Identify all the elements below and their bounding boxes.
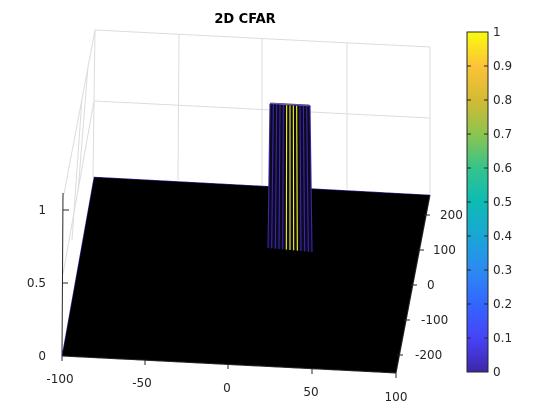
- colorbar-tick-label: 0.3: [493, 263, 512, 277]
- colorbar-tick-label: 0: [493, 365, 501, 379]
- surface-floor: [61, 176, 431, 374]
- peak-column-edge: [296, 105, 298, 251]
- z-tick-label: 1: [38, 203, 46, 217]
- peak-column-edge: [302, 105, 306, 252]
- x-tick-label: 0: [223, 381, 231, 395]
- colorbar-ticks: 0 0.1 0.2 0.3 0.4 0.5 0.6 0.7 0.8 0.9 1: [467, 25, 512, 379]
- y-tick-label: 100: [433, 243, 456, 257]
- colorbar-tick-label: 0.5: [493, 195, 512, 209]
- y-tick-label: -200: [415, 348, 442, 362]
- peak-column-edge: [274, 104, 278, 249]
- side-wall-gridline-y: [77, 65, 89, 193]
- z-tick-label: 0: [38, 349, 46, 363]
- y-axis: -200 -100 0 100 200: [395, 194, 463, 374]
- peak-column-edge: [278, 104, 281, 250]
- y-tick-label: 0: [427, 278, 435, 292]
- colorbar-tick-label: 0.6: [493, 161, 512, 175]
- z-tick-label: 0.5: [27, 276, 46, 290]
- y-axis-line: [395, 194, 431, 374]
- chart-title: 2D CFAR: [214, 12, 275, 27]
- peak-column-edge: [299, 105, 302, 252]
- colorbar-tick-label: 0.7: [493, 127, 512, 141]
- colorbar-tick-label: 0.2: [493, 297, 512, 311]
- peak-column-edge: [282, 104, 284, 250]
- colorbar-tick-label: 0.9: [493, 59, 512, 73]
- colorbar-tick-label: 0.4: [493, 229, 512, 243]
- peak-top-face: [269, 102, 312, 107]
- z-axis-line: [61, 192, 64, 357]
- colorbar-tick-label: 0.8: [493, 93, 512, 107]
- colorbar: 0 0.1 0.2 0.3 0.4 0.5 0.6 0.7 0.8 0.9 1: [466, 25, 512, 379]
- colorbar-tick-label: 0.1: [493, 331, 512, 345]
- peak-column-edge: [306, 105, 309, 252]
- x-tick-label: -50: [132, 376, 152, 390]
- peak-column-edge: [271, 104, 274, 249]
- axes-box: [62, 29, 431, 275]
- side-wall-top-edge: [63, 29, 96, 195]
- x-tick-label: 50: [303, 385, 318, 399]
- peak-column-edge: [309, 105, 313, 253]
- x-tick-label: -100: [46, 372, 73, 386]
- side-wall-gridline-y: [71, 97, 83, 241]
- x-tick-label: 100: [385, 390, 408, 404]
- x-axis-line: [61, 355, 397, 374]
- back-wall-gridline-x: [177, 33, 180, 181]
- y-tick-label: 200: [440, 208, 463, 222]
- detection-peak: [267, 102, 313, 253]
- x-axis: -100 -50 0 50 100: [46, 355, 408, 404]
- z-axis: 0 0.5 1: [27, 192, 69, 363]
- y-tick-label: -100: [421, 313, 448, 327]
- peak-column-edge: [267, 103, 271, 249]
- colorbar-tick-label: 1: [493, 25, 501, 39]
